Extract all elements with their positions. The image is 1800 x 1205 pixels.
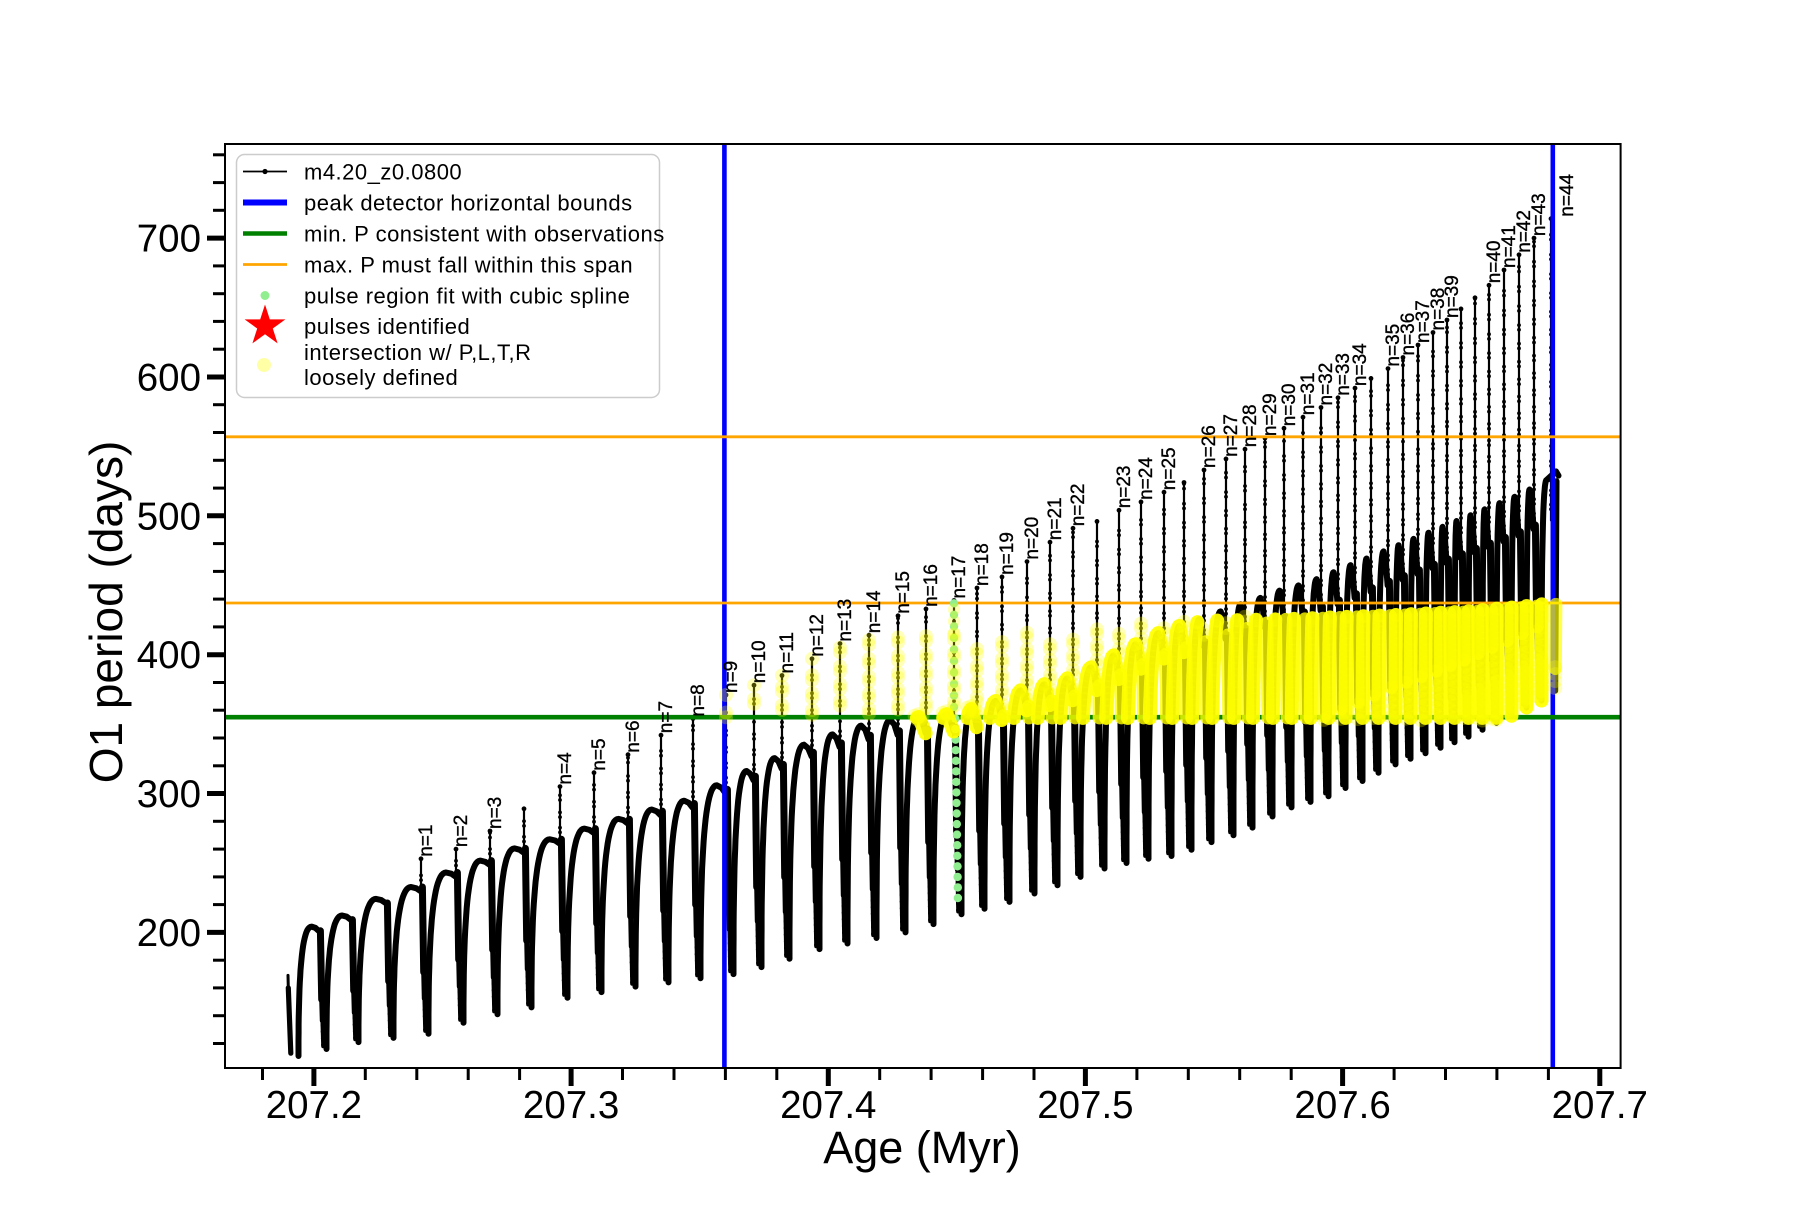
svg-text:n=4: n=4 bbox=[555, 752, 576, 785]
svg-text:n=31: n=31 bbox=[1298, 372, 1319, 415]
svg-text:n=3: n=3 bbox=[485, 797, 506, 829]
svg-text:n=25: n=25 bbox=[1159, 447, 1180, 490]
svg-text:n=30: n=30 bbox=[1279, 384, 1300, 427]
svg-text:n=6: n=6 bbox=[623, 720, 644, 752]
svg-text:207.7: 207.7 bbox=[1552, 1084, 1648, 1127]
svg-text:n=28: n=28 bbox=[1240, 404, 1261, 447]
svg-text:min. P consistent with observa: min. P consistent with observations bbox=[304, 222, 665, 247]
svg-text:207.5: 207.5 bbox=[1037, 1084, 1133, 1127]
svg-text:207.6: 207.6 bbox=[1294, 1084, 1390, 1127]
svg-text:n=24: n=24 bbox=[1136, 457, 1157, 500]
svg-text:n=36: n=36 bbox=[1398, 313, 1419, 356]
svg-text:207.4: 207.4 bbox=[780, 1084, 876, 1127]
svg-text:pulse region fit with cubic sp: pulse region fit with cubic spline bbox=[304, 284, 630, 309]
svg-text:n=9: n=9 bbox=[721, 661, 742, 693]
svg-text:intersection w/ P,L,T,R: intersection w/ P,L,T,R bbox=[304, 340, 532, 365]
svg-text:n=8: n=8 bbox=[688, 684, 709, 716]
svg-text:n=1: n=1 bbox=[416, 825, 437, 857]
svg-text:n=22: n=22 bbox=[1068, 484, 1089, 527]
svg-text:n=10: n=10 bbox=[749, 640, 770, 683]
svg-text:n=7: n=7 bbox=[656, 701, 677, 733]
svg-text:n=23: n=23 bbox=[1114, 466, 1135, 509]
svg-text:207.2: 207.2 bbox=[266, 1084, 362, 1127]
svg-text:peak detector horizontal bound: peak detector horizontal bounds bbox=[304, 191, 633, 216]
svg-text:n=16: n=16 bbox=[921, 564, 942, 607]
svg-text:n=27: n=27 bbox=[1221, 414, 1242, 457]
svg-text:n=21: n=21 bbox=[1045, 497, 1066, 540]
svg-text:n=29: n=29 bbox=[1260, 393, 1281, 436]
svg-text:207.3: 207.3 bbox=[523, 1084, 619, 1127]
svg-text:n=2: n=2 bbox=[451, 815, 472, 847]
svg-text:Age (Myr): Age (Myr) bbox=[823, 1122, 1021, 1173]
svg-text:n=34: n=34 bbox=[1350, 343, 1371, 386]
svg-text:loosely defined: loosely defined bbox=[304, 365, 458, 390]
svg-text:m4.20_z0.0800: m4.20_z0.0800 bbox=[304, 160, 462, 185]
svg-text:pulses identified: pulses identified bbox=[304, 314, 470, 339]
svg-text:n=41: n=41 bbox=[1499, 225, 1520, 268]
svg-text:n=13: n=13 bbox=[835, 599, 856, 642]
svg-text:n=19: n=19 bbox=[997, 532, 1018, 575]
svg-text:max. P must fall within this s: max. P must fall within this span bbox=[304, 253, 633, 278]
svg-text:n=15: n=15 bbox=[893, 571, 914, 614]
svg-text:n=43: n=43 bbox=[1529, 193, 1550, 236]
svg-text:n=17: n=17 bbox=[949, 556, 970, 599]
svg-text:n=18: n=18 bbox=[972, 543, 993, 586]
svg-text:300: 300 bbox=[137, 773, 201, 816]
svg-text:200: 200 bbox=[137, 912, 201, 955]
svg-text:O1 period (days): O1 period (days) bbox=[80, 441, 132, 784]
svg-text:600: 600 bbox=[137, 357, 201, 400]
svg-text:n=32: n=32 bbox=[1316, 363, 1337, 406]
svg-text:n=12: n=12 bbox=[807, 614, 828, 657]
svg-text:500: 500 bbox=[137, 495, 201, 538]
svg-text:n=40: n=40 bbox=[1484, 241, 1505, 284]
svg-text:n=11: n=11 bbox=[777, 632, 798, 673]
svg-text:n=37: n=37 bbox=[1413, 300, 1434, 343]
svg-text:n=33: n=33 bbox=[1333, 353, 1354, 396]
svg-text:n=42: n=42 bbox=[1514, 210, 1535, 253]
svg-text:n=38: n=38 bbox=[1428, 288, 1449, 331]
svg-text:n=26: n=26 bbox=[1199, 425, 1220, 468]
svg-text:700: 700 bbox=[137, 218, 201, 261]
svg-text:n=35: n=35 bbox=[1383, 324, 1404, 367]
svg-text:n=14: n=14 bbox=[864, 590, 885, 633]
svg-text:n=5: n=5 bbox=[589, 738, 610, 770]
svg-text:n=20: n=20 bbox=[1022, 517, 1043, 560]
svg-text:400: 400 bbox=[137, 634, 201, 677]
svg-text:n=44: n=44 bbox=[1557, 173, 1578, 216]
svg-text:n=39: n=39 bbox=[1442, 275, 1463, 318]
